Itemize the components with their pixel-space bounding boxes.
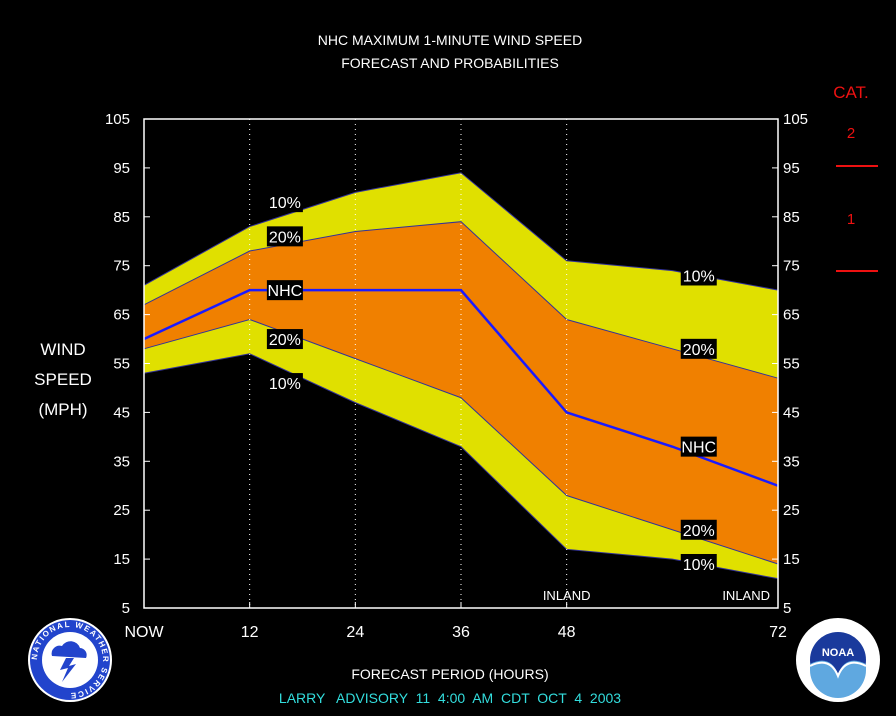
series-label-1: 20% — [269, 229, 301, 246]
y-axis-label: WIND SPEED (MPH) — [34, 340, 92, 419]
advisory-line: LARRY ADVISORY 11 4:00 AM CDT OCT 4 2003 — [279, 690, 621, 706]
cloud-icon — [51, 641, 87, 658]
series-label-0: 10% — [269, 195, 301, 212]
y-axis-label-line-1: WIND — [40, 340, 85, 359]
series-label-box-6 — [680, 338, 717, 359]
boundary-line-upper-inner — [143, 221, 779, 379]
series-label-6: 20% — [683, 342, 715, 359]
category-header: CAT. — [833, 83, 869, 102]
y-tick-label-left-15: 15 — [113, 551, 130, 568]
lightning-icon — [60, 658, 76, 682]
y-tick-label-right-65: 65 — [783, 307, 800, 324]
y-tick-label-right-55: 55 — [783, 356, 800, 373]
y-tick-label-left-45: 45 — [113, 404, 130, 421]
y-tick-label-left-75: 75 — [113, 258, 130, 275]
noaa-logo-wordmark: NOAA — [822, 647, 854, 659]
nhc-forecast-line — [143, 288, 779, 487]
category-label-2: 2 — [847, 125, 855, 142]
series-label-box-4 — [266, 373, 303, 394]
y-tick-label-right-25: 25 — [783, 502, 800, 519]
x-tick-label-72: 72 — [769, 624, 787, 641]
y-tick-label-left-25: 25 — [113, 502, 130, 519]
series-label-box-2 — [266, 280, 303, 301]
category-label-1: 1 — [847, 211, 855, 228]
x-tick-label-0: NOW — [124, 624, 164, 641]
chart-title: NHC MAXIMUM 1-MINUTE WIND SPEED — [318, 32, 582, 48]
x-tick-label-24: 24 — [346, 624, 364, 641]
series-label-3: 20% — [269, 332, 301, 349]
y-tick-label-left-85: 85 — [113, 209, 130, 226]
series-label-box-0 — [266, 192, 303, 213]
series-label-8: 20% — [683, 523, 715, 540]
noaa-logo: NOAA — [796, 618, 880, 702]
x-axis-label: FORECAST PERIOD (HOURS) — [351, 666, 548, 682]
y-tick-label-right-5: 5 — [783, 600, 791, 617]
y-tick-label-left-35: 35 — [113, 453, 130, 470]
boundary-line-upper-outer — [143, 172, 779, 291]
series-label-9: 10% — [683, 557, 715, 574]
series-label-7: NHC — [681, 440, 716, 457]
series-label-box-7 — [680, 436, 717, 457]
y-tick-label-right-95: 95 — [783, 160, 800, 177]
y-tick-label-right-35: 35 — [783, 453, 800, 470]
series-label-box-3 — [266, 329, 303, 350]
y-tick-label-right-75: 75 — [783, 258, 800, 275]
y-tick-label-left-5: 5 — [122, 600, 130, 617]
y-tick-label-left-95: 95 — [113, 160, 130, 177]
y-axis-label-line-3: (MPH) — [38, 400, 87, 419]
inland-label-0: INLAND — [543, 588, 591, 603]
y-tick-label-right-105: 105 — [783, 111, 808, 128]
chart-subtitle: FORECAST AND PROBABILITIES — [341, 55, 559, 71]
x-tick-label-12: 12 — [241, 624, 259, 641]
y-tick-label-left-65: 65 — [113, 307, 130, 324]
series-label-box-8 — [680, 519, 717, 540]
band-20-percent — [144, 221, 778, 564]
y-tick-label-right-15: 15 — [783, 551, 800, 568]
y-tick-label-left-105: 105 — [105, 111, 130, 128]
series-label-5: 10% — [683, 268, 715, 285]
y-tick-label-right-45: 45 — [783, 404, 800, 421]
boundary-line-lower-outer — [143, 353, 779, 580]
category-legend: CAT. 2 1 — [833, 83, 878, 272]
inland-label-1: INLAND — [722, 588, 770, 603]
noaa-bird-icon — [810, 660, 866, 698]
series-label-4: 10% — [269, 376, 301, 393]
series-label-2: NHC — [268, 283, 303, 300]
y-tick-label-right-85: 85 — [783, 209, 800, 226]
y-tick-label-left-55: 55 — [113, 356, 130, 373]
x-tick-label-48: 48 — [558, 624, 576, 641]
nws-logo: NATIONAL WEATHER SERVICE — [28, 618, 112, 702]
series-label-box-9 — [680, 553, 717, 574]
series-label-box-5 — [680, 265, 717, 286]
x-tick-label-36: 36 — [452, 624, 470, 641]
y-axis-label-line-2: SPEED — [34, 370, 92, 389]
series-label-box-1 — [266, 226, 303, 247]
